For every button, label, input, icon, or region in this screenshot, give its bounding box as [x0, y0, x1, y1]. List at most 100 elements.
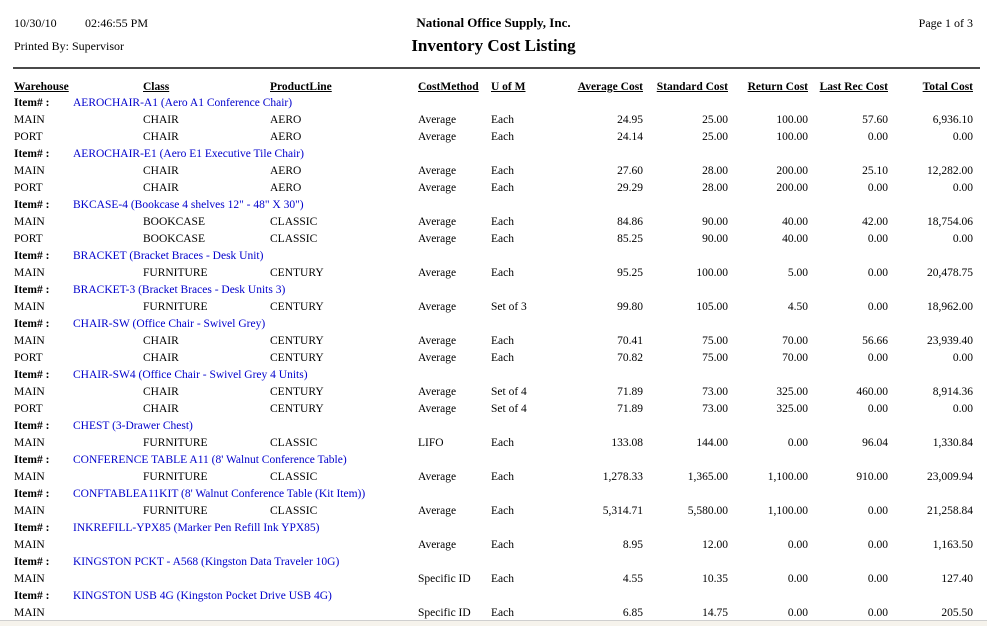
warehouse-cell: MAIN: [14, 114, 45, 126]
average-cost-cell: 8.95: [622, 539, 643, 551]
product-line-cell: CENTURY: [270, 301, 324, 313]
uom-cell: Each: [491, 573, 514, 585]
total-cost-cell: 23,009.94: [927, 471, 973, 483]
cost-method-cell: Specific ID: [418, 607, 471, 619]
cost-method-cell: Specific ID: [418, 573, 471, 585]
product-line-cell: CENTURY: [270, 352, 324, 364]
total-cost-cell: 18,962.00: [927, 301, 973, 313]
cost-method-cell: Average: [418, 233, 457, 245]
total-cost-cell: 1,163.50: [932, 539, 973, 551]
item-header-row: Item# : KINGSTON USB 4G (Kingston Pocket …: [14, 588, 973, 605]
average-cost-cell: 1,278.33: [602, 471, 643, 483]
cost-method-cell: Average: [418, 471, 457, 483]
product-line-cell: AERO: [270, 182, 302, 194]
standard-cost-cell: 73.00: [702, 386, 728, 398]
last-rec-cost-cell: 0.00: [867, 403, 888, 415]
cost-method-cell: Average: [418, 114, 457, 126]
item-number-label: Item# :: [14, 250, 50, 262]
return-cost-cell: 100.00: [776, 131, 808, 143]
item-link[interactable]: AEROCHAIR-A1 (Aero A1 Conference Chair): [73, 97, 293, 109]
class-cell: FURNITURE: [143, 437, 208, 449]
item-link[interactable]: CONFERENCE TABLE A11 (8' Walnut Conferen…: [73, 454, 347, 466]
cost-method-cell: Average: [418, 386, 457, 398]
inventory-row: MAIN FURNITURE CLASSIC Average Each 1,278.33 1…: [14, 469, 973, 486]
column-header-return-cost: Return Cost: [747, 81, 808, 93]
class-cell: CHAIR: [143, 131, 179, 143]
warehouse-cell: PORT: [14, 182, 43, 194]
class-cell: BOOKCASE: [143, 216, 205, 228]
uom-cell: Set of 3: [491, 301, 527, 313]
item-header-row: Item# : BKCASE-4 (Bookcase 4 shelves 12" …: [14, 197, 973, 214]
uom-cell: Set of 4: [491, 386, 527, 398]
average-cost-cell: 24.95: [617, 114, 643, 126]
item-link[interactable]: BKCASE-4 (Bookcase 4 shelves 12" - 48" X…: [73, 199, 304, 211]
last-rec-cost-cell: 0.00: [867, 352, 888, 364]
uom-cell: Each: [491, 131, 514, 143]
item-link[interactable]: CHEST (3-Drawer Chest): [73, 420, 193, 432]
item-link[interactable]: KINGSTON PCKT - A568 (Kingston Data Trav…: [73, 556, 340, 568]
average-cost-cell: 71.89: [617, 386, 643, 398]
column-header-total-cost: Total Cost: [922, 81, 973, 93]
return-cost-cell: 40.00: [782, 216, 808, 228]
inventory-row: MAIN FURNITURE CLASSIC LIFO Each 133.08 144.00…: [14, 435, 973, 452]
uom-cell: Each: [491, 539, 514, 551]
item-link[interactable]: KINGSTON USB 4G (Kingston Pocket Drive U…: [73, 590, 332, 602]
item-link[interactable]: BRACKET (Bracket Braces - Desk Unit): [73, 250, 264, 262]
item-link[interactable]: CONFTABLEA11KIT (8' Walnut Conference Ta…: [73, 488, 366, 500]
warehouse-cell: MAIN: [14, 471, 45, 483]
inventory-row: MAIN CHAIR AERO Average Each 24.95 25.00 100.00…: [14, 112, 973, 129]
class-cell: CHAIR: [143, 403, 179, 415]
class-cell: FURNITURE: [143, 505, 208, 517]
cost-method-cell: Average: [418, 539, 457, 551]
class-cell: CHAIR: [143, 386, 179, 398]
last-rec-cost-cell: 460.00: [856, 386, 888, 398]
last-rec-cost-cell: 0.00: [867, 301, 888, 313]
item-header-row: Item# : CONFERENCE TABLE A11 (8' Walnut C…: [14, 452, 973, 469]
total-cost-cell: 1,330.84: [932, 437, 973, 449]
average-cost-cell: 85.25: [617, 233, 643, 245]
warehouse-cell: PORT: [14, 233, 43, 245]
product-line-cell: [270, 571, 418, 588]
inventory-row: PORT CHAIR AERO Average Each 24.14 25.00 100.00…: [14, 129, 973, 146]
inventory-row: MAIN FURNITURE CENTURY Average Each 95.25 100.…: [14, 265, 973, 282]
item-header-row: Item# : AEROCHAIR-A1 (Aero A1 Conference …: [14, 95, 973, 112]
uom-cell: Each: [491, 267, 514, 279]
inventory-row: MAIN Specific ID Each 4.55 10.35 0.00 0.00 127.…: [14, 571, 973, 588]
inventory-row: MAIN Average Each 8.95 12.00 0.00 0.00 1,163.50: [14, 537, 973, 554]
report-date: 10/30/10: [14, 16, 57, 30]
warehouse-cell: MAIN: [14, 505, 45, 517]
company-name: National Office Supply, Inc.: [416, 15, 571, 30]
total-cost-cell: 127.40: [941, 573, 973, 585]
item-header-row: Item# : CHEST (3-Drawer Chest): [14, 418, 973, 435]
item-number-label: Item# :: [14, 454, 50, 466]
page-indicator: Page 1 of 3: [918, 16, 973, 30]
last-rec-cost-cell: 0.00: [867, 267, 888, 279]
cost-method-cell: Average: [418, 335, 457, 347]
inventory-row: MAIN BOOKCASE CLASSIC Average Each 84.86 90.00…: [14, 214, 973, 231]
item-link[interactable]: AEROCHAIR-E1 (Aero E1 Executive Tile Cha…: [73, 148, 304, 160]
class-cell: [143, 571, 270, 588]
standard-cost-cell: 75.00: [702, 335, 728, 347]
item-header-row: Item# : INKREFILL-YPX85 (Marker Pen Refil…: [14, 520, 973, 537]
return-cost-cell: 0.00: [787, 607, 808, 619]
uom-cell: Each: [491, 216, 514, 228]
return-cost-cell: 0.00: [787, 573, 808, 585]
item-number-label: Item# :: [14, 318, 50, 330]
table-body: Item# : AEROCHAIR-A1 (Aero A1 Conference …: [14, 95, 973, 622]
average-cost-cell: 95.25: [617, 267, 643, 279]
warehouse-cell: PORT: [14, 131, 43, 143]
product-line-cell: CENTURY: [270, 403, 324, 415]
item-link[interactable]: CHAIR-SW (Office Chair - Swivel Grey): [73, 318, 266, 330]
standard-cost-cell: 25.00: [702, 131, 728, 143]
item-link[interactable]: INKREFILL-YPX85 (Marker Pen Refill Ink Y…: [73, 522, 320, 534]
return-cost-cell: 1,100.00: [767, 471, 808, 483]
uom-cell: Each: [491, 182, 514, 194]
warehouse-cell: MAIN: [14, 165, 45, 177]
cost-method-cell: Average: [418, 505, 457, 517]
return-cost-cell: 70.00: [782, 352, 808, 364]
warehouse-cell: MAIN: [14, 386, 45, 398]
item-link[interactable]: CHAIR-SW4 (Office Chair - Swivel Grey 4 …: [73, 369, 308, 381]
inventory-row: MAIN CHAIR AERO Average Each 27.60 28.00 200.00…: [14, 163, 973, 180]
item-link[interactable]: BRACKET-3 (Bracket Braces - Desk Units 3…: [73, 284, 286, 296]
last-rec-cost-cell: 910.00: [856, 471, 888, 483]
